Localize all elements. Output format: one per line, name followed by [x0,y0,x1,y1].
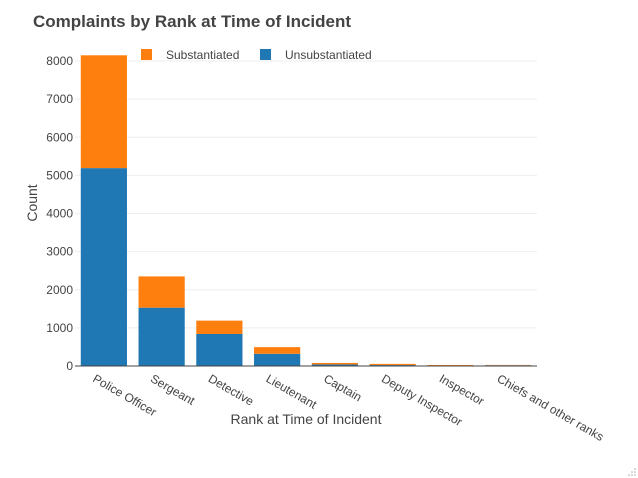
legend-swatch[interactable] [260,49,271,60]
x-tick-label: Police Officer [90,371,159,419]
y-tick-label: 2000 [46,283,73,297]
bar-unsubstantiated[interactable] [254,353,301,366]
bar-substantiated[interactable] [369,363,416,366]
x-tick-label: Sergeant [148,371,198,408]
resize-grip-icon[interactable] [628,468,636,476]
legend[interactable]: Substantiated Unsubstantiated [141,48,372,62]
y-tick-label: 7000 [46,92,73,106]
legend-label[interactable]: Substantiated [166,48,239,62]
x-tick-label: Lieutenant [264,371,320,411]
y-axis-title: Count [24,184,40,221]
x-tick-label: Inspector [437,371,487,408]
bar-substantiated[interactable] [80,55,127,169]
legend-label[interactable]: Unsubstantiated [285,48,372,62]
bar-substantiated[interactable] [196,320,243,334]
y-tick-label: 8000 [46,54,73,68]
bar-substantiated[interactable] [138,276,185,308]
x-tick-label: Detective [206,371,257,408]
y-tick-labels: 0 1000 2000 3000 4000 5000 6000 7000 8000 [46,54,73,373]
legend-swatch[interactable] [141,49,152,60]
bar-substantiated[interactable] [311,362,358,365]
bar-unsubstantiated[interactable] [311,364,358,366]
y-tick-label: 0 [66,359,73,373]
bars [80,55,532,366]
y-tick-label: 5000 [46,168,73,182]
y-tick-label: 6000 [46,130,73,144]
y-tick-label: 3000 [46,245,73,259]
bar-unsubstantiated[interactable] [80,168,127,366]
bar-unsubstantiated[interactable] [138,307,185,366]
x-tick-label: Captain [321,371,364,404]
gridlines [75,60,537,329]
bar-substantiated[interactable] [254,347,301,354]
x-axis-title: Rank at Time of Incident [231,411,382,427]
x-tick-label: Chiefs and other ranks [495,371,607,443]
y-tick-label: 4000 [46,207,73,221]
bar-substantiated[interactable] [427,365,474,366]
chart-title: Complaints by Rank at Time of Incident [33,12,352,31]
y-tick-label: 1000 [46,321,73,335]
bar-unsubstantiated[interactable] [196,333,243,366]
